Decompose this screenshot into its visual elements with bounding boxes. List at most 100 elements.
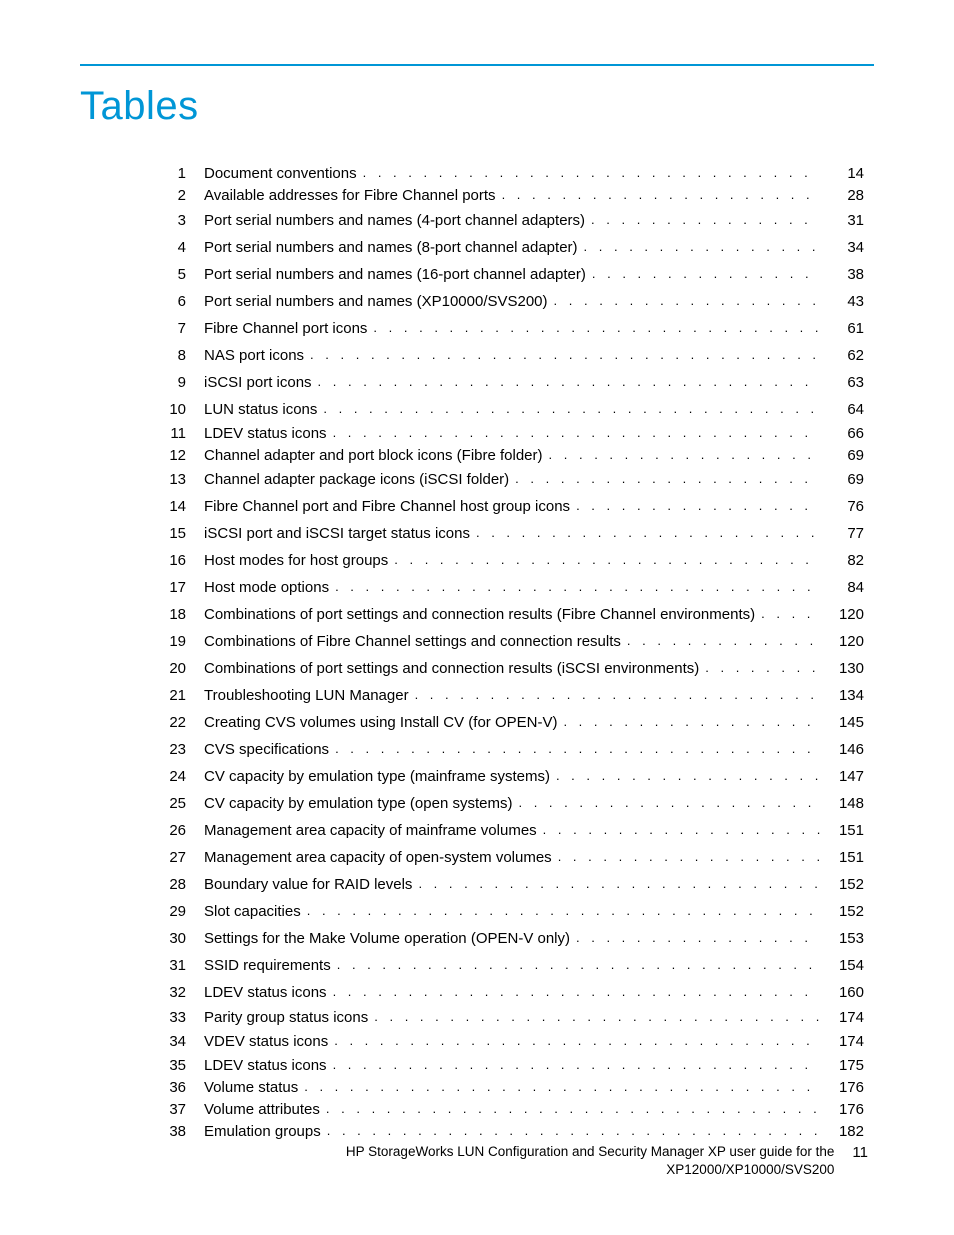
toc-entry[interactable]: 18Combinations of port settings and conn…: [160, 601, 864, 628]
toc-entry[interactable]: 14Fibre Channel port and Fibre Channel h…: [160, 493, 864, 520]
toc-entry[interactable]: 23CVS specifications. . . . . . . . . . …: [160, 736, 864, 763]
toc-leader-dots: . . . . . . . . . . . . . . . . . . . . …: [310, 348, 820, 361]
toc-entry-title: Channel adapter and port block icons (Fi…: [204, 448, 549, 463]
toc-entry-number: 1: [160, 166, 204, 181]
toc-entry-page: 151: [820, 850, 864, 865]
toc-entry-page: 14: [820, 166, 864, 181]
top-rule: [80, 64, 874, 66]
toc-leader-dots: . . . . . . . . . . . . . . . . . . . . …: [584, 240, 820, 253]
toc-entry[interactable]: 5Port serial numbers and names (16-port …: [160, 261, 864, 288]
toc-entry-page: 154: [820, 958, 864, 973]
toc-entry[interactable]: 28Boundary value for RAID levels. . . . …: [160, 871, 864, 898]
toc-entry-number: 13: [160, 472, 204, 487]
toc-entry[interactable]: 3Port serial numbers and names (4-port c…: [160, 207, 864, 234]
toc-entry[interactable]: 27Management area capacity of open-syste…: [160, 844, 864, 871]
toc-entry-page: 76: [820, 499, 864, 514]
toc-entry[interactable]: 17Host mode options. . . . . . . . . . .…: [160, 574, 864, 601]
toc-leader-dots: . . . . . . . . . . . . . . . . . . . . …: [518, 796, 820, 809]
toc-entry-number: 20: [160, 661, 204, 676]
toc-entry-page: 43: [820, 294, 864, 309]
toc-entry-page: 69: [820, 472, 864, 487]
toc-entry[interactable]: 35LDEV status icons. . . . . . . . . . .…: [160, 1055, 864, 1077]
toc-entry-page: 82: [820, 553, 864, 568]
toc-entry[interactable]: 7Fibre Channel port icons. . . . . . . .…: [160, 315, 864, 342]
toc-leader-dots: . . . . . . . . . . . . . . . . . . . . …: [394, 553, 820, 566]
toc-entry[interactable]: 26Management area capacity of mainframe …: [160, 817, 864, 844]
toc-entry[interactable]: 22Creating CVS volumes using Install CV …: [160, 709, 864, 736]
page-footer: HP StorageWorks LUN Configuration and Se…: [86, 1143, 868, 1179]
toc-entry[interactable]: 16Host modes for host groups. . . . . . …: [160, 547, 864, 574]
toc-entry[interactable]: 1Document conventions. . . . . . . . . .…: [160, 163, 864, 185]
toc-entry[interactable]: 20Combinations of port settings and conn…: [160, 655, 864, 682]
toc-leader-dots: . . . . . . . . . . . . . . . . . . . . …: [627, 634, 820, 647]
toc-entry-page: 134: [820, 688, 864, 703]
toc-entry-page: 66: [820, 426, 864, 441]
toc-entry-page: 62: [820, 348, 864, 363]
toc-leader-dots: . . . . . . . . . . . . . . . . . . . . …: [591, 213, 820, 226]
page: Tables 1Document conventions. . . . . . …: [0, 0, 954, 1142]
toc-entry-number: 30: [160, 931, 204, 946]
toc-entry-title: Port serial numbers and names (XP10000/S…: [204, 294, 554, 309]
toc-entry[interactable]: 10LUN status icons. . . . . . . . . . . …: [160, 396, 864, 423]
toc-entry-title: Parity group status icons: [204, 1010, 374, 1025]
toc-leader-dots: . . . . . . . . . . . . . . . . . . . . …: [476, 526, 820, 539]
toc-entry-page: 160: [820, 985, 864, 1000]
toc-entry-number: 21: [160, 688, 204, 703]
toc-entry[interactable]: 11LDEV status icons. . . . . . . . . . .…: [160, 423, 864, 445]
toc-entry-page: 120: [820, 634, 864, 649]
toc-entry[interactable]: 31SSID requirements. . . . . . . . . . .…: [160, 952, 864, 979]
toc-entry-page: 174: [820, 1034, 864, 1049]
toc-entry[interactable]: 19Combinations of Fibre Channel settings…: [160, 628, 864, 655]
footer-doc-title: HP StorageWorks LUN Configuration and Se…: [346, 1143, 835, 1179]
toc-leader-dots: . . . . . . . . . . . . . . . . . . . . …: [761, 607, 820, 620]
toc-leader-dots: . . . . . . . . . . . . . . . . . . . . …: [556, 769, 820, 782]
toc-entry-number: 15: [160, 526, 204, 541]
toc-entry[interactable]: 34VDEV status icons. . . . . . . . . . .…: [160, 1028, 864, 1055]
toc-entry[interactable]: 33Parity group status icons. . . . . . .…: [160, 1006, 864, 1028]
toc-entry-title: Troubleshooting LUN Manager: [204, 688, 415, 703]
toc-leader-dots: . . . . . . . . . . . . . . . . . . . . …: [326, 1102, 820, 1115]
toc-entry-page: 152: [820, 904, 864, 919]
toc-entry-title: Fibre Channel port and Fibre Channel hos…: [204, 499, 576, 514]
toc-entry[interactable]: 36Volume status. . . . . . . . . . . . .…: [160, 1077, 864, 1099]
toc-entry-title: Settings for the Make Volume operation (…: [204, 931, 576, 946]
toc-entry-number: 19: [160, 634, 204, 649]
toc-entry[interactable]: 2Available addresses for Fibre Channel p…: [160, 185, 864, 207]
toc-entry[interactable]: 12Channel adapter and port block icons (…: [160, 444, 864, 466]
toc-entry[interactable]: 9iSCSI port icons. . . . . . . . . . . .…: [160, 369, 864, 396]
toc-entry[interactable]: 13Channel adapter package icons (iSCSI f…: [160, 466, 864, 493]
toc-entry[interactable]: 25CV capacity by emulation type (open sy…: [160, 790, 864, 817]
toc-entry[interactable]: 4Port serial numbers and names (8-port c…: [160, 234, 864, 261]
toc-entry-number: 5: [160, 267, 204, 282]
toc-entry[interactable]: 6Port serial numbers and names (XP10000/…: [160, 288, 864, 315]
toc-entry-number: 25: [160, 796, 204, 811]
toc-entry-title: Volume status: [204, 1080, 304, 1095]
toc-entry-title: Volume attributes: [204, 1102, 326, 1117]
toc-leader-dots: . . . . . . . . . . . . . . . . . . . . …: [335, 580, 820, 593]
toc-leader-dots: . . . . . . . . . . . . . . . . . . . . …: [373, 321, 820, 334]
toc-leader-dots: . . . . . . . . . . . . . . . . . . . . …: [576, 499, 820, 512]
toc-entry-number: 17: [160, 580, 204, 595]
toc-entry[interactable]: 29Slot capacities. . . . . . . . . . . .…: [160, 898, 864, 925]
toc-entry-page: 176: [820, 1080, 864, 1095]
toc-entry[interactable]: 30Settings for the Make Volume operation…: [160, 925, 864, 952]
toc-entry-number: 31: [160, 958, 204, 973]
toc-entry-title: Combinations of Fibre Channel settings a…: [204, 634, 627, 649]
toc-entry-title: Management area capacity of open-system …: [204, 850, 558, 865]
toc-entry[interactable]: 32LDEV status icons. . . . . . . . . . .…: [160, 979, 864, 1006]
toc-entry-title: Fibre Channel port icons: [204, 321, 373, 336]
toc-entry-page: 176: [820, 1102, 864, 1117]
toc-entry[interactable]: 24CV capacity by emulation type (mainfra…: [160, 763, 864, 790]
footer-line-1: HP StorageWorks LUN Configuration and Se…: [346, 1144, 835, 1159]
toc-leader-dots: . . . . . . . . . . . . . . . . . . . . …: [515, 472, 820, 485]
toc-entry[interactable]: 15iSCSI port and iSCSI target status ico…: [160, 520, 864, 547]
toc-entry[interactable]: 37Volume attributes. . . . . . . . . . .…: [160, 1098, 864, 1120]
toc-leader-dots: . . . . . . . . . . . . . . . . . . . . …: [307, 904, 820, 917]
toc-entry[interactable]: 21Troubleshooting LUN Manager. . . . . .…: [160, 682, 864, 709]
toc-entry-page: 174: [820, 1010, 864, 1025]
toc-entry[interactable]: 8NAS port icons. . . . . . . . . . . . .…: [160, 342, 864, 369]
toc-leader-dots: . . . . . . . . . . . . . . . . . . . . …: [705, 661, 820, 674]
toc-entry-number: 3: [160, 213, 204, 228]
toc-leader-dots: . . . . . . . . . . . . . . . . . . . . …: [363, 166, 820, 179]
toc-entry[interactable]: 38Emulation groups. . . . . . . . . . . …: [160, 1120, 864, 1142]
